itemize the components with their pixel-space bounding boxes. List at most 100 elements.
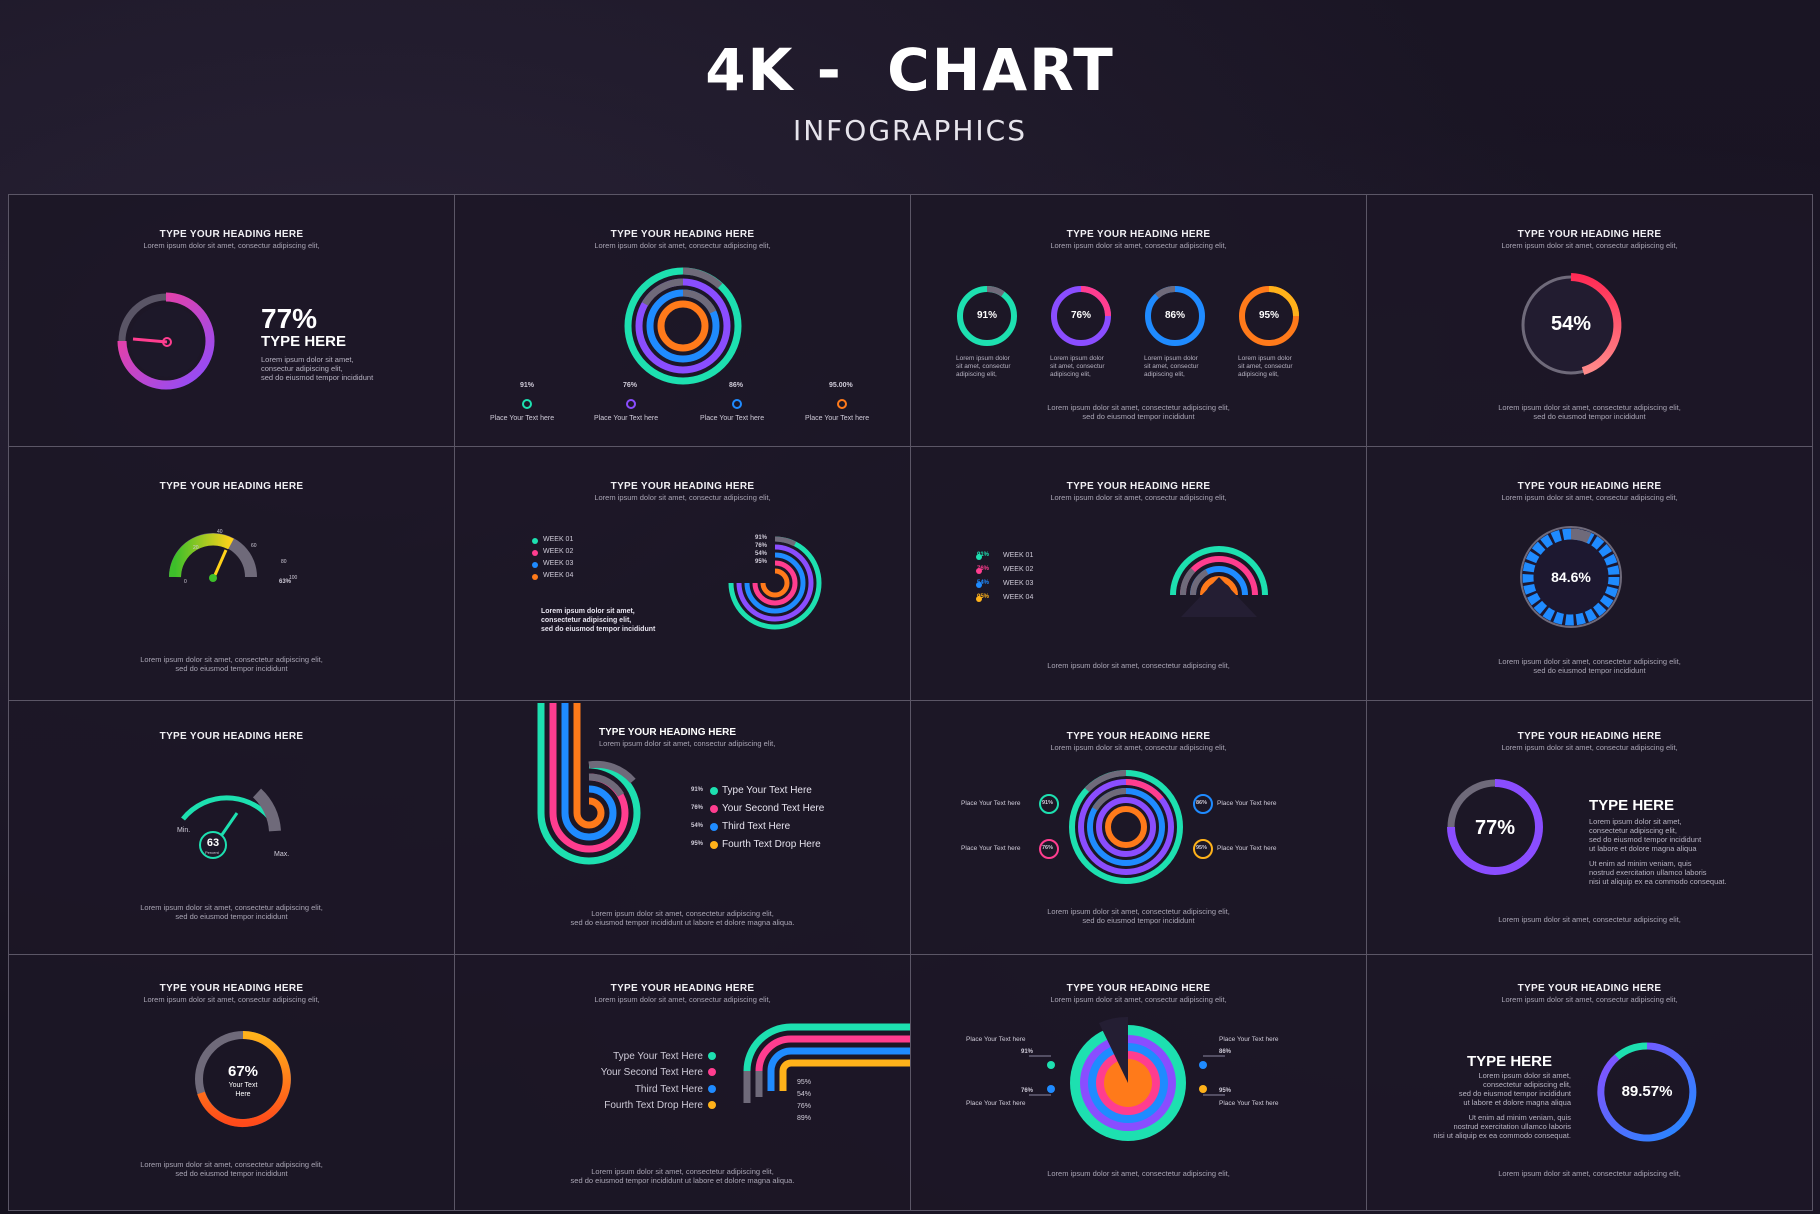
card-footer: Lorem ipsum dolor sit amet, consectetur … [1047, 403, 1230, 421]
tick-label: 0 [184, 579, 187, 585]
speedometer-gauge [169, 533, 257, 582]
card-subheading: Lorem ipsum dolor sit amet, consectur ad… [143, 995, 320, 1004]
item-label: Place Your Text here [966, 1100, 1026, 1107]
value-label: 54% [755, 551, 768, 557]
legend-label: WEEK 01 [543, 536, 574, 543]
gauge-donut [117, 292, 215, 390]
card-heading: TYPE YOUR HEADING HERE [610, 481, 755, 492]
value-label: TYPE HERE [1589, 797, 1675, 814]
value-text: 63 [206, 837, 220, 849]
thumbnail-b-shape[interactable]: TYPE YOUR HEADING HERE Lorem ipsum dolor… [455, 701, 911, 955]
max-label: Max. [274, 851, 290, 858]
thumbnail-multi-ring[interactable]: TYPE YOUR HEADING HERE Lorem ipsum dolor… [911, 701, 1367, 955]
tick-label: 80 [281, 559, 287, 565]
thumbnail-concentric-rings[interactable]: TYPE YOUR HEADING HERE Lorem ipsum dolor… [455, 195, 911, 447]
thumbnail-donut-67[interactable]: TYPE YOUR HEADING HERE Lorem ipsum dolor… [9, 955, 455, 1210]
thumbnail-meter-63[interactable]: TYPE YOUR HEADING HERE 63 Percent Min. M… [9, 701, 455, 955]
value-text: 77% [261, 303, 318, 334]
card-subheading: Lorem ipsum dolor sit amet, consectur ad… [599, 739, 776, 748]
item-label: Place Your Text here [805, 415, 870, 422]
four-donuts-chart [957, 286, 1299, 346]
value-label: 76% [623, 382, 638, 389]
value-label: 91% [1042, 800, 1054, 806]
thumbnail-semi-rings[interactable]: TYPE YOUR HEADING HERE Lorem ipsum dolor… [911, 447, 1367, 701]
value-label: 91% [977, 552, 990, 558]
card-heading: TYPE YOUR HEADING HERE [610, 983, 755, 994]
item-label: Place Your Text here [490, 415, 555, 422]
card-heading: TYPE YOUR HEADING HERE [159, 229, 304, 240]
item-label: Type Your Text Here [613, 1051, 703, 1062]
card-subheading: Lorem ipsum dolor sit amet, consectur ad… [1050, 241, 1227, 250]
value-label: TYPE HERE [1467, 1053, 1553, 1070]
thumbnail-donut-77[interactable]: TYPE YOUR HEADING HERE Lorem ipsum dolor… [9, 195, 455, 447]
thumbnail-segmented-ring[interactable]: TYPE YOUR HEADING HERE Lorem ipsum dolor… [1367, 447, 1812, 701]
unit-label: Percent [205, 850, 219, 855]
thumbnail-pipe-bars[interactable]: TYPE YOUR HEADING HERE Lorem ipsum dolor… [455, 955, 911, 1210]
card-heading: TYPE YOUR HEADING HERE [1517, 229, 1662, 240]
item-label: Place Your Text here [594, 415, 659, 422]
donut-chart [1521, 273, 1622, 375]
card-footer: Lorem ipsum dolor sit amet, consectetur … [570, 909, 795, 927]
item-label: Place Your Text here [1219, 1100, 1279, 1107]
value-label: 91% [1021, 1049, 1034, 1055]
radial-bars-chart [1029, 1016, 1225, 1141]
card-subheading: Lorem ipsum dolor sit amet, consectur ad… [1501, 995, 1678, 1004]
tick-label: 60 [251, 543, 257, 549]
value-label: 95% [1196, 845, 1208, 851]
card-heading: TYPE YOUR HEADING HERE [610, 229, 755, 240]
value-label: 86% [1219, 1049, 1232, 1055]
card-footer: Lorem ipsum dolor sit amet, consectetur … [1498, 657, 1681, 675]
thumbnail-grid: TYPE YOUR HEADING HERE Lorem ipsum dolor… [8, 194, 1813, 1211]
value-label: 54% [797, 1091, 812, 1098]
card-subheading: Lorem ipsum dolor sit amet, consectur ad… [1050, 743, 1227, 752]
thumbnail-weekly-rings[interactable]: TYPE YOUR HEADING HERE Lorem ipsum dolor… [455, 447, 911, 701]
tick-label: 40 [217, 529, 223, 535]
donut-chart [1447, 779, 1543, 875]
card-heading: TYPE YOUR HEADING HERE [1066, 731, 1211, 742]
value-text: 84.6% [1551, 569, 1591, 585]
card-footer: Lorem ipsum dolor sit amet, consectetur … [1498, 403, 1681, 421]
card-footer: Lorem ipsum dolor sit amet, consectetur … [1047, 1169, 1230, 1178]
item-label: Place Your Text here [961, 800, 1021, 807]
item-label: Type Your Text Here [722, 785, 812, 796]
card-heading: TYPE YOUR HEADING HERE [159, 983, 304, 994]
value-text: 89.57% [1621, 1083, 1673, 1100]
card-subheading: Lorem ipsum dolor sit amet, consectur ad… [594, 493, 771, 502]
value-label: 54% [691, 823, 704, 829]
item-label: Third Text Here [722, 821, 791, 832]
description: Lorem ipsum dolor sit amet, consectetur a… [1433, 1071, 1571, 1140]
thumbnail-radial-bars[interactable]: TYPE YOUR HEADING HERE Lorem ipsum dolor… [911, 955, 1367, 1210]
legend-label: WEEK 02 [543, 548, 574, 555]
legend-label: WEEK 04 [1003, 594, 1034, 601]
value-label: 91% [691, 787, 704, 793]
weekly-rings-chart [532, 536, 822, 630]
thumbnail-donut-8957[interactable]: TYPE YOUR HEADING HERE Lorem ipsum dolor… [1367, 955, 1812, 1210]
description: Lorem ipsum dolor sit amet, consectetur a… [1589, 817, 1727, 886]
card-heading: TYPE YOUR HEADING HERE [1517, 983, 1662, 994]
value-label: 76% [797, 1103, 812, 1110]
item-label: Place Your Text here [1217, 845, 1277, 852]
item-label: Fourth Text Drop Here [722, 839, 821, 850]
donut-chart [195, 1031, 291, 1127]
concentric-rings-chart [522, 267, 847, 409]
donut-chart [1597, 1042, 1697, 1142]
value-text: 76% [1070, 310, 1091, 321]
thumbnail-four-donuts[interactable]: TYPE YOUR HEADING HERE Lorem ipsum dolor… [911, 195, 1367, 447]
card-subheading: Lorem ipsum dolor sit amet, consectur ad… [143, 241, 320, 250]
thumbnail-speedometer[interactable]: TYPE YOUR HEADING HERE 0 20 40 60 80 100… [9, 447, 455, 701]
description: Lorem ipsum dolor sit amet, consectur adip… [1238, 355, 1293, 378]
thumbnail-donut-54[interactable]: TYPE YOUR HEADING HERE Lorem ipsum dolor… [1367, 195, 1812, 447]
item-label: Place Your Text here [961, 845, 1021, 852]
item-label: Fourth Text Drop Here [604, 1100, 703, 1111]
thumbnail-donut-77-text[interactable]: TYPE YOUR HEADING HERE Lorem ipsum dolor… [1367, 701, 1812, 955]
card-heading: TYPE YOUR HEADING HERE [159, 731, 304, 742]
min-label: Min. [177, 827, 191, 834]
card-subheading: Lorem ipsum dolor sit amet, consectur ad… [594, 995, 771, 1004]
value-label: TYPE HERE [261, 333, 347, 350]
meter-gauge [181, 788, 281, 859]
semi-rings-chart [976, 546, 1268, 617]
description: Lorem ipsum dolor sit amet, consectur adip… [1144, 355, 1199, 378]
card-subheading: Lorem ipsum dolor sit amet, consectur ad… [1501, 493, 1678, 502]
value-label: Here [235, 1091, 251, 1098]
tick-label: 20 [193, 545, 199, 551]
